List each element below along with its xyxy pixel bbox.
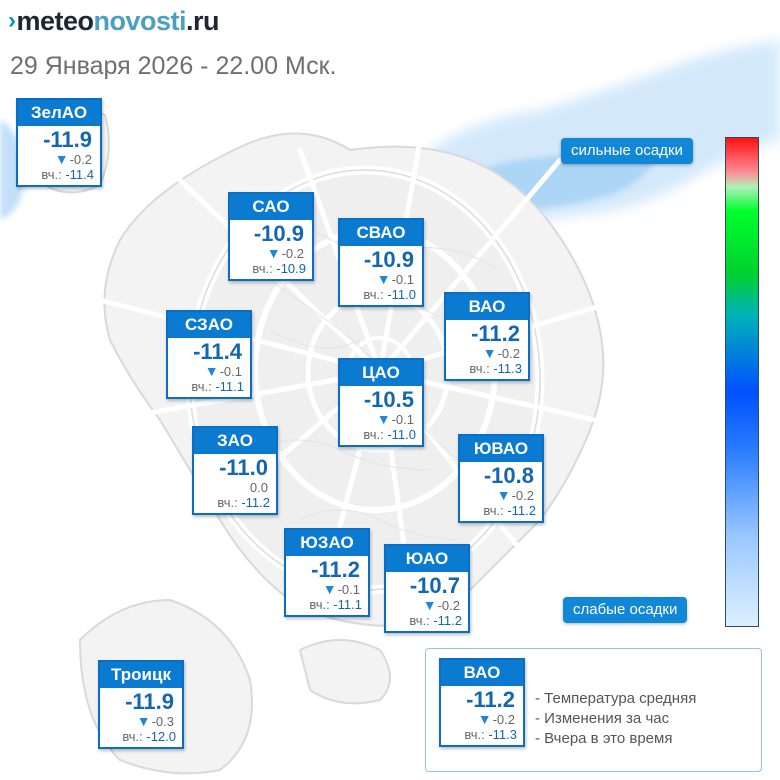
district-name: ЗелАО bbox=[18, 100, 100, 126]
district-name: ВАО bbox=[446, 294, 528, 320]
legend-descriptions: - Температура средняя - Изменения за час… bbox=[535, 689, 696, 749]
district-yesterday: вч.: -11.4 bbox=[41, 167, 94, 182]
district-temp: -11.9 bbox=[125, 689, 174, 714]
legend-line-change: - Изменения за час bbox=[535, 710, 670, 727]
district-temp: -10.9 bbox=[363, 247, 414, 272]
down-arrow-icon: ▼ bbox=[376, 271, 391, 287]
logo-text-novosti: novosti bbox=[93, 6, 187, 36]
district-card-svao: СВАО -10.9 ▼-0.1 вч.: -11.0 bbox=[338, 218, 424, 307]
district-delta: ▼-0.1 bbox=[322, 581, 360, 598]
down-arrow-icon: ▼ bbox=[54, 151, 69, 167]
district-name: ЗАО bbox=[194, 428, 276, 454]
district-yesterday: вч.: -12.0 bbox=[122, 729, 176, 744]
district-card-sao: САО -10.9 ▼-0.2 вч.: -10.9 bbox=[228, 192, 314, 281]
district-delta: ▼-0.2 bbox=[54, 151, 92, 168]
down-arrow-icon: ▼ bbox=[136, 713, 151, 729]
site-logo[interactable]: › meteo novosti .ru bbox=[8, 6, 220, 42]
down-arrow-icon: ▼ bbox=[376, 411, 391, 427]
district-card-cao: ЦАО -10.5 ▼-0.1 вч.: -11.0 bbox=[338, 358, 424, 447]
district-temp: -11.2 bbox=[466, 687, 515, 712]
district-yesterday: вч.: -11.1 bbox=[191, 379, 244, 394]
district-yesterday: вч.: -11.3 bbox=[469, 361, 522, 376]
district-card-yuao: ЮАО -10.7 ▼-0.2 вч.: -11.2 bbox=[384, 544, 470, 633]
district-yesterday: вч.: -11.0 bbox=[363, 287, 416, 302]
district-card-yuzao: ЮЗАО -11.2 ▼-0.1 вч.: -11.1 bbox=[284, 528, 370, 617]
down-arrow-icon: ▼ bbox=[422, 597, 437, 613]
district-name: ЦАО bbox=[340, 360, 422, 386]
down-arrow-icon: ▼ bbox=[477, 711, 492, 727]
district-card-zelao: ЗелАО -11.9 ▼-0.2 вч.: -11.4 bbox=[16, 98, 102, 187]
district-name: СЗАО bbox=[168, 312, 250, 338]
district-yesterday: вч.: -10.9 bbox=[252, 261, 306, 276]
district-card-vao: ВАО -11.2 ▼-0.2 вч.: -11.3 bbox=[444, 292, 530, 381]
district-delta: 0.0 bbox=[249, 480, 268, 495]
logo-text-ru: .ru bbox=[186, 6, 220, 36]
district-temp: -11.2 bbox=[471, 321, 520, 346]
district-temp: -11.9 bbox=[43, 127, 92, 152]
down-arrow-icon: ▼ bbox=[322, 581, 337, 597]
district-name: Троицк bbox=[100, 662, 182, 688]
district-temp: -11.2 bbox=[311, 557, 360, 582]
district-temp: -10.7 bbox=[409, 573, 460, 598]
legend-example-card: ВАО -11.2 ▼-0.2 вч.: -11.3 bbox=[439, 658, 525, 747]
district-card-szao: СЗАО -11.4 ▼-0.1 вч.: -11.1 bbox=[166, 310, 252, 399]
district-temp: -11.4 bbox=[193, 339, 242, 364]
district-delta: ▼-0.2 bbox=[266, 245, 304, 262]
district-delta: ▼-0.3 bbox=[136, 713, 174, 730]
down-arrow-icon: ▼ bbox=[266, 245, 281, 261]
district-yesterday: вч.: -11.3 bbox=[464, 727, 517, 742]
district-name: САО bbox=[230, 194, 312, 220]
district-yesterday: вч.: -11.0 bbox=[363, 427, 416, 442]
district-card-troitsk: Троицк -11.9 ▼-0.3 вч.: -12.0 bbox=[98, 660, 184, 749]
district-temp: -11.0 bbox=[219, 455, 268, 480]
district-delta: ▼-0.2 bbox=[422, 597, 460, 614]
district-delta: ▼-0.2 bbox=[482, 345, 520, 362]
district-temp: -10.8 bbox=[483, 463, 534, 488]
district-delta: ▼-0.2 bbox=[496, 487, 534, 504]
district-name: ЮВАО bbox=[460, 436, 542, 462]
down-arrow-icon: ▼ bbox=[482, 345, 497, 361]
district-yesterday: вч.: -11.2 bbox=[217, 495, 270, 510]
district-name: ЮЗАО bbox=[286, 530, 368, 556]
scale-label-strong: сильные осадки bbox=[561, 138, 693, 164]
report-datetime: 29 Января 2026 - 22.00 Мск. bbox=[10, 52, 337, 80]
district-delta: ▼-0.1 bbox=[204, 363, 242, 380]
legend-line-yesterday: - Вчера в это время bbox=[535, 730, 673, 747]
district-name: ВАО bbox=[441, 660, 523, 686]
district-delta: ▼-0.2 bbox=[477, 711, 515, 728]
district-name: ЮАО bbox=[386, 546, 468, 572]
district-yesterday: вч.: -11.2 bbox=[409, 613, 462, 628]
legend-line-temp: - Температура средняя bbox=[535, 690, 697, 707]
district-delta: ▼-0.1 bbox=[376, 411, 414, 428]
district-name: СВАО bbox=[340, 220, 422, 246]
precipitation-scale-bar bbox=[725, 137, 759, 627]
district-yesterday: вч.: -11.2 bbox=[483, 503, 536, 518]
down-arrow-icon: ▼ bbox=[496, 487, 511, 503]
logo-mark-icon: › bbox=[8, 7, 16, 34]
district-temp: -10.9 bbox=[253, 221, 304, 246]
scale-label-weak: слабые осадки bbox=[563, 597, 688, 623]
district-card-yuvao: ЮВАО -10.8 ▼-0.2 вч.: -11.2 bbox=[458, 434, 544, 523]
down-arrow-icon: ▼ bbox=[204, 363, 219, 379]
logo-text-meteo: meteo bbox=[16, 6, 95, 36]
district-yesterday: вч.: -11.1 bbox=[309, 597, 362, 612]
district-delta: ▼-0.1 bbox=[376, 271, 414, 288]
district-temp: -10.5 bbox=[363, 387, 414, 412]
district-card-zao: ЗАО -11.0 0.0 вч.: -11.2 bbox=[192, 426, 278, 515]
